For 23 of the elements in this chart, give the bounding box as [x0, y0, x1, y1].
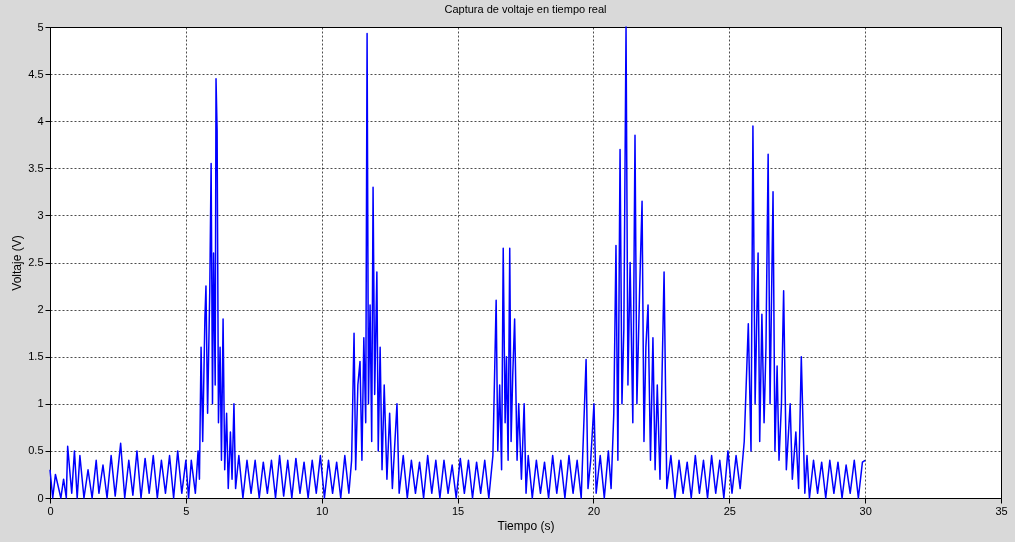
y-tick-label: 4: [37, 114, 44, 127]
x-tick-label: 20: [587, 504, 601, 517]
y-tick-label: 4.5: [28, 67, 44, 80]
y-tick-label: 2.5: [28, 256, 44, 268]
y-tick-label: 2: [37, 303, 44, 316]
line-series: [49, 26, 866, 499]
chart-title: Captura de voltaje en tiempo real: [444, 3, 607, 15]
x-tick-label: 35: [995, 504, 1008, 517]
x-tick-label: 0: [47, 504, 54, 517]
x-axis-title: Tiempo (s): [497, 518, 555, 533]
y-tick-label: 1.5: [28, 350, 44, 363]
y-axis-title: Voltaje (V): [10, 235, 25, 291]
y-tick-label: 0.5: [28, 444, 44, 457]
y-tick-label: 1: [37, 397, 44, 410]
y-tick-label: 3: [37, 208, 44, 221]
x-tick-label: 25: [723, 504, 736, 517]
x-tick-label: 30: [859, 504, 872, 517]
y-tick-label: 5: [37, 20, 44, 33]
x-tick-label: 15: [451, 504, 465, 517]
x-tick-label: 5: [183, 504, 190, 517]
x-tick-label: 10: [316, 504, 329, 517]
y-tick-label: 0: [37, 491, 44, 504]
y-tick-label: 3.5: [28, 161, 44, 174]
